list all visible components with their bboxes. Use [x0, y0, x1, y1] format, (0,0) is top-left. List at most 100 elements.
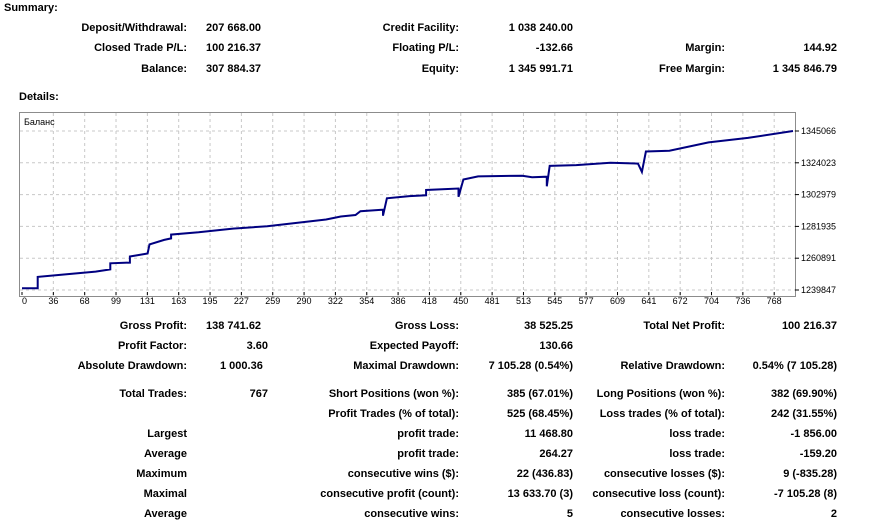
total-trades-label: Total Trades: [119, 388, 187, 400]
absolute-drawdown-label: Absolute Drawdown: [77, 360, 187, 372]
largest-label: Largest [147, 428, 187, 440]
free-margin-label: Free Margin: [658, 63, 725, 75]
chart-y-tick-label: 1260891 [801, 253, 836, 263]
balance-value: 307 884.37 [206, 63, 262, 75]
profit-trades-label: Profit Trades (% of total): [328, 408, 459, 420]
profit-factor-label: Profit Factor: [117, 340, 187, 352]
loss-trades-value: 242 (31.55%) [770, 408, 837, 420]
chart-x-tick-label: 545 [547, 296, 562, 306]
average-profit-label: profit trade: [397, 448, 459, 460]
chart-x-tick-label: 259 [265, 296, 280, 306]
maximal-drawdown-label: Maximal Drawdown: [353, 360, 459, 372]
chart-x-tick-label: 227 [234, 296, 249, 306]
largest-profit-value: 11 468.80 [524, 428, 573, 440]
chart-x-tick-label: 609 [610, 296, 625, 306]
chart-x-tick-label: 322 [328, 296, 343, 306]
chart-x-tick-label: 0 [22, 296, 27, 306]
chart-x-tick-label: 704 [704, 296, 719, 306]
chart-x-tick-label: 131 [140, 296, 155, 306]
average-profit-value: 264.27 [539, 448, 573, 460]
deposit-withdrawal-value: 207 668.00 [206, 22, 262, 34]
avg-consec-losses-value: 2 [830, 508, 837, 520]
maximal-consec-profit-value: 13 633.70 (3) [507, 488, 573, 500]
long-positions-value: 382 (69.90%) [770, 388, 837, 400]
max-consec-wins-value: 22 (436.83) [516, 468, 573, 480]
maximal-consec-profit-label: consecutive profit (count): [320, 488, 459, 500]
chart-x-tick-label: 418 [422, 296, 437, 306]
chart-legend-label: Баланс [24, 117, 55, 127]
summary-heading: Summary: [4, 2, 58, 14]
chart-y-axis: 1345066 1324023 1302979 1281935 1260891 12398… [795, 112, 873, 302]
chart-x-tick-label: 672 [673, 296, 688, 306]
chart-y-tick-label: 1239847 [801, 285, 836, 295]
floating-pl-label: Floating P/L: [392, 42, 459, 54]
chart-x-tick-label: 99 [111, 296, 121, 306]
chart-x-axis: 0 36 68 99 131 163 195 227 259 290 322 354 386 418 450… [0, 292, 873, 308]
chart-x-tick-label: 195 [203, 296, 218, 306]
avg-consec-losses-label: consecutive losses: [620, 508, 725, 520]
expected-payoff-label: Expected Payoff: [369, 340, 459, 352]
relative-drawdown-value: 0.54% (7 105.28) [752, 360, 837, 372]
balance-line [22, 130, 794, 290]
maximal-drawdown-value: 7 105.28 (0.54%) [488, 360, 573, 372]
chart-x-tick-label: 354 [359, 296, 374, 306]
chart-x-tick-label: 577 [579, 296, 594, 306]
maximal-consec-loss-label: consecutive loss (count): [592, 488, 725, 500]
equity-label: Equity: [421, 63, 459, 75]
chart-x-tick-label: 513 [516, 296, 531, 306]
chart-x-tick-label: 768 [767, 296, 782, 306]
equity-value: 1 345 991.71 [508, 63, 573, 75]
balance-chart-svg: Баланс [20, 113, 795, 296]
closed-trade-pl-value: 100 216.37 [206, 42, 262, 54]
max-consec-losses-value: 9 (-835.28) [783, 468, 837, 480]
profit-factor-value: 3.60 [246, 340, 268, 352]
chart-y-tick-label: 1324023 [801, 158, 836, 168]
largest-loss-value: -1 856.00 [790, 428, 837, 440]
chart-x-tick-label: 736 [735, 296, 750, 306]
chart-x-tick-label: 68 [80, 296, 90, 306]
loss-trades-label: Loss trades (% of total): [599, 408, 725, 420]
avg-consec-wins-label: consecutive wins: [364, 508, 459, 520]
gross-loss-label: Gross Loss: [394, 320, 459, 332]
floating-pl-value: -132.66 [535, 42, 573, 54]
total-net-profit-label: Total Net Profit: [643, 320, 725, 332]
chart-x-tick-label: 386 [391, 296, 406, 306]
chart-x-tick-label: 36 [48, 296, 58, 306]
maximal-label: Maximal [143, 488, 187, 500]
gross-profit-value: 138 741.62 [206, 320, 262, 332]
max-consec-wins-label: consecutive wins ($): [347, 468, 459, 480]
chart-x-tick-label: 163 [171, 296, 186, 306]
chart-y-tick-label: 1281935 [801, 221, 836, 231]
credit-facility-value: 1 038 240.00 [508, 22, 573, 34]
profit-trades-value: 525 (68.45%) [506, 408, 573, 420]
expected-payoff-value: 130.66 [539, 340, 573, 352]
deposit-withdrawal-label: Deposit/Withdrawal: [81, 22, 187, 34]
chart-x-tick-label: 450 [453, 296, 468, 306]
long-positions-label: Long Positions (won %): [596, 388, 725, 400]
relative-drawdown-label: Relative Drawdown: [620, 360, 725, 372]
total-net-profit-value: 100 216.37 [781, 320, 837, 332]
margin-value: 144.92 [803, 42, 837, 54]
closed-trade-pl-label: Closed Trade P/L: [94, 42, 187, 54]
gross-profit-label: Gross Profit: [119, 320, 187, 332]
maximum-label: Maximum [136, 468, 187, 480]
average-loss-label: loss trade: [669, 448, 725, 460]
average-loss-value: -159.20 [799, 448, 837, 460]
largest-loss-label: loss trade: [669, 428, 725, 440]
maximal-consec-loss-value: -7 105.28 (8) [774, 488, 837, 500]
chart-x-tick-label: 290 [297, 296, 312, 306]
average-label: Average [143, 448, 187, 460]
total-trades-value: 767 [249, 388, 268, 400]
largest-profit-label: profit trade: [397, 428, 459, 440]
gross-loss-value: 38 525.25 [524, 320, 573, 332]
max-consec-losses-label: consecutive losses ($): [603, 468, 725, 480]
free-margin-value: 1 345 846.79 [772, 63, 837, 75]
chart-y-tick-label: 1302979 [801, 190, 836, 200]
details-heading: Details: [19, 91, 59, 103]
balance-label: Balance: [141, 63, 187, 75]
chart-y-tick-label: 1345066 [801, 126, 836, 136]
short-positions-label: Short Positions (won %): [328, 388, 459, 400]
average-consec-label: Average [143, 508, 187, 520]
avg-consec-wins-value: 5 [566, 508, 573, 520]
credit-facility-label: Credit Facility: [382, 22, 459, 34]
